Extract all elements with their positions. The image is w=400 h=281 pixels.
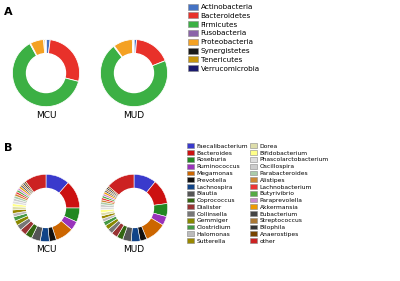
Wedge shape [108,174,134,208]
Wedge shape [101,208,134,219]
Wedge shape [105,190,134,208]
Wedge shape [32,208,46,241]
Text: MUD: MUD [124,110,144,119]
Wedge shape [12,44,78,107]
Wedge shape [15,208,46,225]
Wedge shape [46,208,56,241]
Wedge shape [134,208,163,239]
Wedge shape [100,202,134,208]
Circle shape [26,189,66,227]
Wedge shape [46,208,76,230]
Wedge shape [23,182,46,208]
Wedge shape [46,39,50,73]
Wedge shape [106,189,134,208]
Wedge shape [102,208,134,222]
Wedge shape [44,40,46,73]
Wedge shape [104,192,134,208]
Wedge shape [20,185,46,208]
Wedge shape [102,196,134,208]
Wedge shape [133,39,134,73]
Wedge shape [101,200,134,208]
Text: A: A [4,7,13,17]
Text: MCU: MCU [36,110,56,119]
Wedge shape [24,181,46,208]
Text: MCU: MCU [36,245,56,254]
Wedge shape [100,207,134,210]
Wedge shape [44,39,46,73]
Wedge shape [134,39,136,73]
Wedge shape [14,196,46,208]
Wedge shape [134,203,168,217]
Wedge shape [15,194,46,208]
Text: MUD: MUD [124,245,144,254]
Wedge shape [100,205,134,208]
Wedge shape [26,174,46,208]
Wedge shape [12,208,46,214]
Wedge shape [13,208,46,217]
Wedge shape [46,183,80,208]
Wedge shape [108,186,134,208]
Legend: Actinobacteria, Bacteroidetes, Firmicutes, Fusobacteria, Proteobacteria, Synergi: Actinobacteria, Bacteroidetes, Firmicute… [188,4,260,72]
Wedge shape [112,208,134,237]
Wedge shape [106,208,134,229]
Wedge shape [132,40,134,73]
Wedge shape [16,192,46,208]
Wedge shape [19,186,46,208]
Wedge shape [103,194,134,208]
Wedge shape [100,208,134,213]
Wedge shape [17,190,46,208]
Wedge shape [46,208,72,240]
Circle shape [114,189,154,227]
Wedge shape [101,208,134,216]
Wedge shape [134,208,147,241]
Wedge shape [40,208,50,242]
Wedge shape [13,201,46,208]
Wedge shape [102,198,134,208]
Wedge shape [104,208,134,226]
Text: B: B [4,143,12,153]
Wedge shape [46,208,80,222]
Wedge shape [30,43,46,73]
Wedge shape [17,208,46,230]
Wedge shape [134,182,167,208]
Wedge shape [46,40,80,81]
Wedge shape [114,40,134,73]
Wedge shape [100,46,168,107]
Wedge shape [134,174,155,208]
Wedge shape [46,174,68,208]
Wedge shape [12,204,46,208]
Wedge shape [123,208,134,241]
Wedge shape [18,188,46,208]
Wedge shape [106,187,134,208]
Wedge shape [26,208,46,238]
Wedge shape [21,208,46,235]
Wedge shape [13,198,46,208]
Circle shape [26,54,66,92]
Wedge shape [108,208,134,233]
Wedge shape [117,208,134,240]
Wedge shape [131,208,140,242]
Wedge shape [22,183,46,208]
Wedge shape [12,207,46,210]
Wedge shape [134,40,165,73]
Wedge shape [30,40,46,73]
Legend: Faecalibacterium, Bacteroides, Roseburia, Ruminococcus, Megamonas, Prevotella, L: Faecalibacterium, Bacteroides, Roseburia… [187,144,329,244]
Wedge shape [114,46,134,73]
Wedge shape [134,208,166,225]
Circle shape [114,54,154,92]
Wedge shape [14,208,46,221]
